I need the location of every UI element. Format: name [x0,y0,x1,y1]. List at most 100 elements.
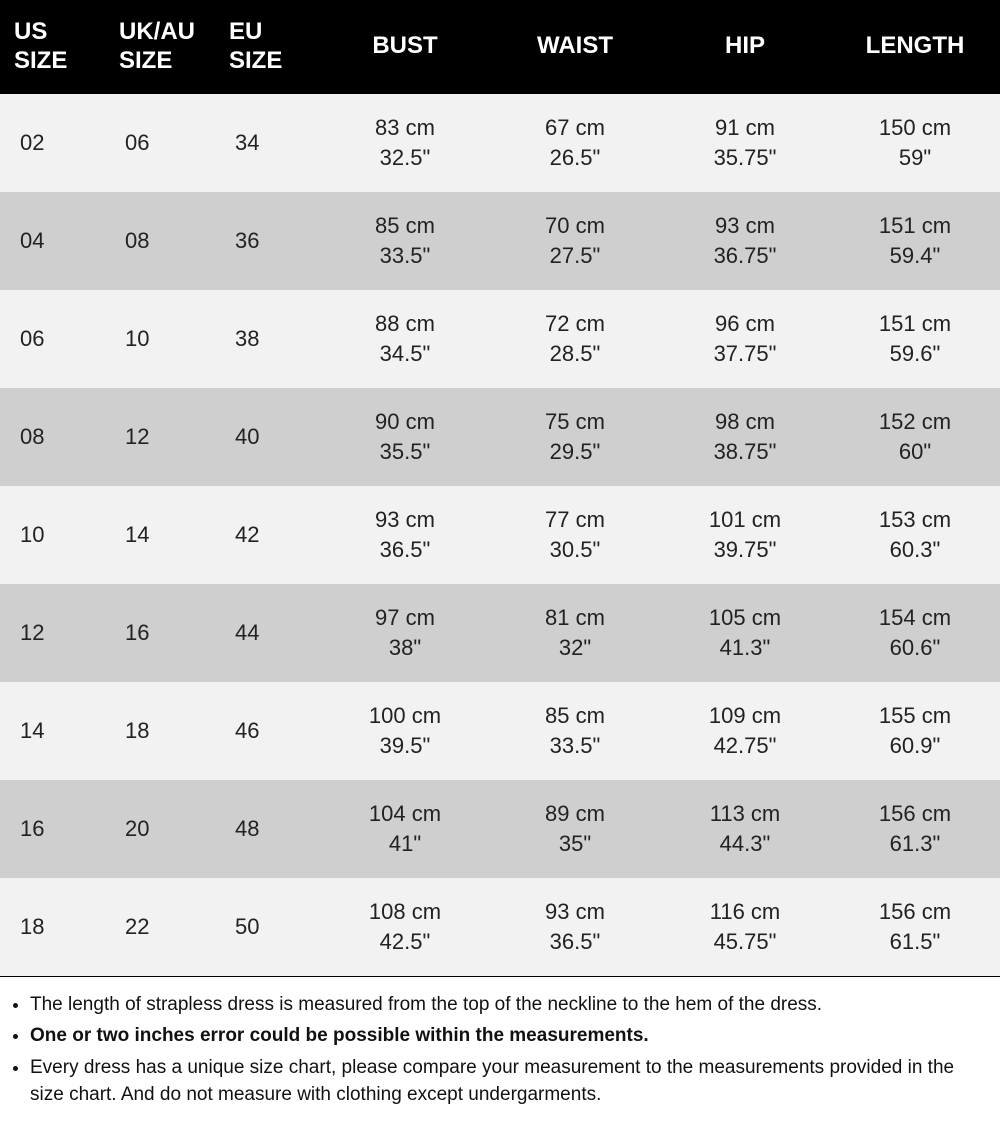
cell-eu: 40 [215,388,320,486]
hip-cm: 116 cm [664,897,826,927]
column-header: USSIZE [0,0,105,94]
column-header: WAIST [490,0,660,94]
cell-eu: 50 [215,878,320,976]
bust-cm: 104 cm [324,799,486,829]
cell-length: 151 cm59.4" [830,192,1000,290]
bust-cm: 97 cm [324,603,486,633]
table-row: 141846100 cm39.5"85 cm33.5"109 cm42.75"1… [0,682,1000,780]
length-cm: 153 cm [834,505,996,535]
note-item: One or two inches error could be possibl… [30,1022,992,1050]
cell-bust: 88 cm34.5" [320,290,490,388]
bust-inches: 42.5" [324,927,486,957]
bust-cm: 83 cm [324,113,486,143]
hip-cm: 113 cm [664,799,826,829]
waist-cm: 75 cm [494,407,656,437]
cell-us: 10 [0,486,105,584]
note-item: Every dress has a unique size chart, ple… [30,1054,992,1109]
cell-us: 12 [0,584,105,682]
bust-inches: 41" [324,829,486,859]
table-row: 08124090 cm35.5"75 cm29.5"98 cm38.75"152… [0,388,1000,486]
hip-cm: 98 cm [664,407,826,437]
hip-cm: 109 cm [664,701,826,731]
waist-inches: 26.5" [494,143,656,173]
table-row: 182250108 cm42.5"93 cm36.5"116 cm45.75"1… [0,878,1000,976]
length-inches: 59" [834,143,996,173]
cell-us: 14 [0,682,105,780]
cell-hip: 113 cm44.3" [660,780,830,878]
hip-cm: 93 cm [664,211,826,241]
cell-eu: 36 [215,192,320,290]
bust-cm: 90 cm [324,407,486,437]
column-header: LENGTH [830,0,1000,94]
column-header: EUSIZE [215,0,320,94]
header-label-line: SIZE [14,47,101,76]
hip-inches: 45.75" [664,927,826,957]
cell-length: 153 cm60.3" [830,486,1000,584]
cell-waist: 70 cm27.5" [490,192,660,290]
bust-inches: 33.5" [324,241,486,271]
length-cm: 152 cm [834,407,996,437]
hip-cm: 105 cm [664,603,826,633]
header-label-line: SIZE [119,47,211,76]
waist-cm: 72 cm [494,309,656,339]
cell-us: 18 [0,878,105,976]
cell-hip: 98 cm38.75" [660,388,830,486]
cell-bust: 104 cm41" [320,780,490,878]
length-cm: 151 cm [834,211,996,241]
bust-inches: 32.5" [324,143,486,173]
length-cm: 155 cm [834,701,996,731]
length-inches: 60.9" [834,731,996,761]
cell-bust: 100 cm39.5" [320,682,490,780]
cell-eu: 38 [215,290,320,388]
cell-uk: 10 [105,290,215,388]
cell-uk: 22 [105,878,215,976]
cell-hip: 116 cm45.75" [660,878,830,976]
cell-eu: 46 [215,682,320,780]
waist-cm: 67 cm [494,113,656,143]
cell-hip: 91 cm35.75" [660,94,830,192]
length-cm: 151 cm [834,309,996,339]
cell-waist: 75 cm29.5" [490,388,660,486]
table-row: 12164497 cm38"81 cm32"105 cm41.3"154 cm6… [0,584,1000,682]
table-row: 10144293 cm36.5"77 cm30.5"101 cm39.75"15… [0,486,1000,584]
note-item: The length of strapless dress is measure… [30,991,992,1019]
table-row: 02063483 cm32.5"67 cm26.5"91 cm35.75"150… [0,94,1000,192]
hip-inches: 36.75" [664,241,826,271]
header-label-line: SIZE [229,47,316,76]
cell-us: 06 [0,290,105,388]
cell-uk: 14 [105,486,215,584]
hip-inches: 42.75" [664,731,826,761]
cell-waist: 77 cm30.5" [490,486,660,584]
table-row: 162048104 cm41"89 cm35"113 cm44.3"156 cm… [0,780,1000,878]
cell-eu: 44 [215,584,320,682]
waist-inches: 33.5" [494,731,656,761]
header-label-line: EU [229,18,316,47]
length-inches: 61.3" [834,829,996,859]
cell-waist: 67 cm26.5" [490,94,660,192]
hip-inches: 35.75" [664,143,826,173]
cell-length: 151 cm59.6" [830,290,1000,388]
cell-uk: 18 [105,682,215,780]
waist-cm: 77 cm [494,505,656,535]
bust-cm: 88 cm [324,309,486,339]
cell-waist: 72 cm28.5" [490,290,660,388]
length-inches: 60" [834,437,996,467]
waist-cm: 70 cm [494,211,656,241]
cell-bust: 90 cm35.5" [320,388,490,486]
cell-hip: 93 cm36.75" [660,192,830,290]
bust-inches: 38" [324,633,486,663]
hip-inches: 44.3" [664,829,826,859]
hip-inches: 41.3" [664,633,826,663]
table-row: 04083685 cm33.5"70 cm27.5"93 cm36.75"151… [0,192,1000,290]
waist-inches: 29.5" [494,437,656,467]
bust-cm: 108 cm [324,897,486,927]
cell-eu: 42 [215,486,320,584]
cell-hip: 105 cm41.3" [660,584,830,682]
length-cm: 154 cm [834,603,996,633]
length-inches: 60.3" [834,535,996,565]
waist-cm: 93 cm [494,897,656,927]
table-row: 06103888 cm34.5"72 cm28.5"96 cm37.75"151… [0,290,1000,388]
cell-us: 02 [0,94,105,192]
bust-cm: 100 cm [324,701,486,731]
cell-us: 04 [0,192,105,290]
